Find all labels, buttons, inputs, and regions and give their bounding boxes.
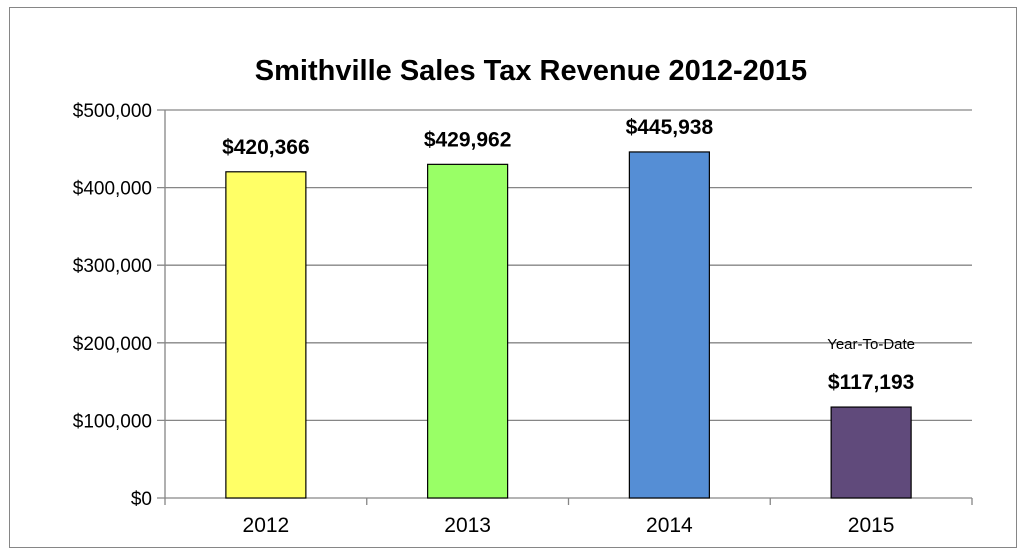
y-tick-label: $0: [131, 489, 152, 510]
data-label-2012: $420,366: [222, 136, 310, 159]
x-tick-label: 2013: [444, 514, 491, 537]
bar-2013: [427, 163, 509, 499]
y-tick-label: $100,000: [73, 411, 152, 432]
data-label-2015: $117,193: [828, 371, 914, 394]
year-to-date-annotation: Year-To-Date: [827, 336, 915, 353]
y-tick-label: $300,000: [73, 256, 152, 277]
y-axis-ticks: $0 $100,000 $200,000 $300,000 $400,000 $500,0…: [73, 101, 152, 510]
y-tick-label: $200,000: [73, 334, 152, 355]
x-tick-label: 2015: [848, 514, 895, 537]
bar-2014: [628, 151, 710, 499]
x-tick-label: 2012: [243, 514, 290, 537]
y-tick-label: $500,000: [73, 101, 152, 122]
data-label-2013: $429,962: [424, 128, 512, 151]
bar-2015: [830, 406, 912, 499]
x-axis-ticks: 2012 2013 2014 2015: [243, 514, 895, 537]
bar-2012: [225, 171, 307, 499]
x-tick-label: 2014: [646, 514, 693, 537]
chart-title: Smithville Sales Tax Revenue 2012-2015: [255, 55, 807, 87]
data-label-2014: $445,938: [626, 116, 714, 139]
y-tick-label: $400,000: [73, 179, 152, 200]
bars: [225, 151, 912, 499]
data-labels: $420,366 $429,962 $445,938 $117,193: [222, 116, 914, 394]
